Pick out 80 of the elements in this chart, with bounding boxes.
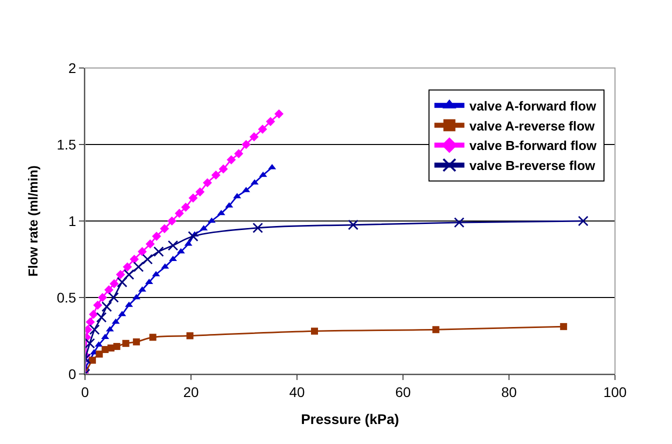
point	[118, 310, 126, 316]
point	[133, 262, 144, 272]
y-axis-title: Flow rate (ml/min)	[26, 165, 41, 277]
point	[86, 317, 95, 327]
point	[188, 231, 198, 242]
y-tick-label: 0	[68, 366, 76, 382]
point	[112, 318, 120, 324]
point	[432, 326, 440, 334]
point	[122, 340, 130, 347]
point	[98, 292, 108, 302]
point	[186, 332, 194, 340]
y-tick-label: 0.5	[56, 289, 76, 306]
point	[153, 246, 164, 257]
point	[96, 312, 107, 323]
point	[242, 140, 251, 150]
legend-label: valve A-forward flow	[469, 98, 597, 114]
x-tick-label: 40	[289, 384, 305, 400]
y-tick-label: 1.5	[56, 136, 76, 152]
x-tick-label: 0	[81, 384, 90, 400]
point	[94, 341, 103, 347]
point	[101, 301, 112, 312]
point	[138, 286, 146, 292]
point	[93, 300, 102, 310]
point	[142, 254, 153, 264]
point	[226, 155, 236, 164]
point	[252, 222, 264, 234]
point	[217, 210, 226, 216]
point	[195, 187, 205, 196]
point	[116, 270, 126, 280]
point	[258, 124, 268, 134]
point	[130, 254, 139, 264]
point	[202, 178, 212, 188]
point	[218, 164, 228, 174]
x-axis-title: Pressure (kPa)	[300, 411, 400, 428]
point	[124, 269, 134, 280]
point	[167, 216, 176, 226]
point	[211, 170, 220, 180]
x-tick-label: 80	[501, 384, 517, 400]
point	[181, 202, 190, 212]
point	[560, 323, 568, 330]
point	[152, 232, 162, 241]
point	[101, 334, 110, 340]
point	[132, 338, 140, 346]
point	[234, 149, 244, 158]
point	[174, 208, 184, 218]
point	[146, 239, 155, 248]
x-tick-label: 60	[395, 384, 411, 400]
point	[96, 350, 103, 358]
x-tick-label: 100	[603, 384, 627, 400]
y-tick-label: 2	[68, 60, 76, 76]
legend-label: valve B-reverse flow	[469, 158, 596, 174]
legend-label: valve B-forward flow	[469, 138, 598, 154]
point	[242, 186, 250, 192]
point	[348, 220, 358, 230]
point	[250, 132, 259, 142]
point	[113, 342, 120, 350]
point	[138, 247, 147, 256]
point	[149, 334, 156, 341]
point	[268, 164, 276, 170]
point	[454, 217, 464, 228]
legend-label: valve A-reverse flow	[469, 118, 596, 134]
point	[266, 117, 276, 126]
point	[110, 279, 119, 288]
point	[88, 310, 98, 319]
point	[310, 328, 318, 335]
x-tick-label: 20	[183, 384, 199, 400]
point	[85, 338, 96, 349]
point	[188, 194, 198, 203]
point	[122, 262, 132, 272]
point	[108, 292, 119, 303]
point	[88, 356, 96, 364]
point	[168, 240, 178, 251]
point	[578, 216, 588, 226]
point	[160, 224, 170, 234]
point	[274, 109, 284, 118]
point	[116, 276, 128, 288]
y-tick-label: 1	[68, 212, 76, 229]
point	[89, 324, 100, 335]
point	[184, 240, 192, 246]
point	[104, 285, 114, 294]
